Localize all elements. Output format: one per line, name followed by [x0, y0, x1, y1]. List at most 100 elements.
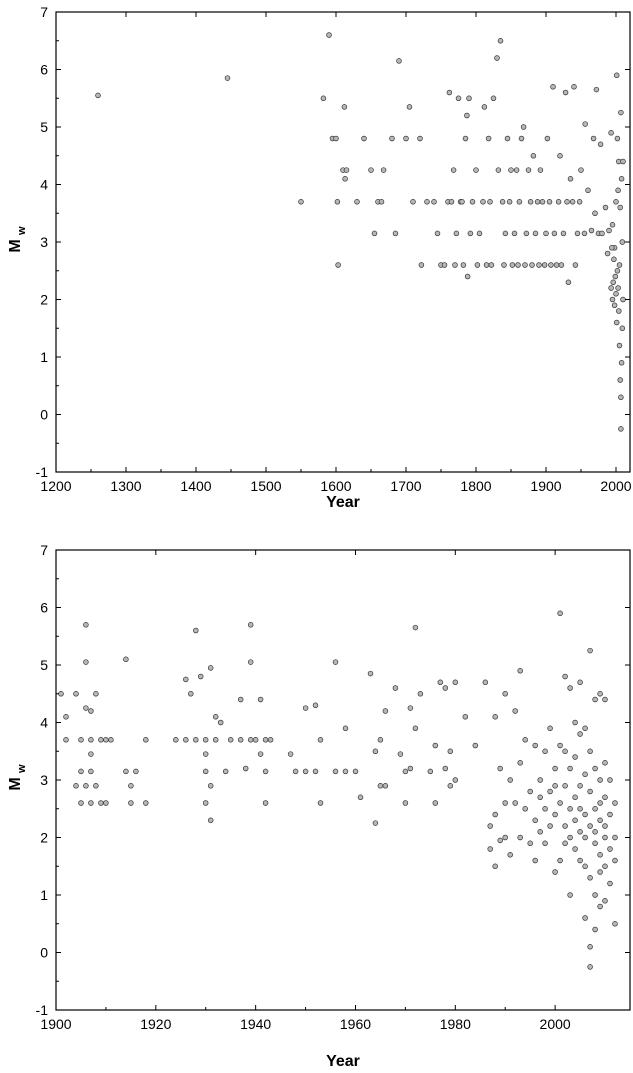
- x-axis-title: Year: [326, 1053, 360, 1070]
- data-point: [567, 834, 573, 841]
- data-point: [614, 268, 621, 274]
- y-axis-title-sub: w: [16, 764, 28, 774]
- x-tick-label: 1500: [250, 478, 281, 494]
- data-point: [504, 135, 511, 142]
- data-point: [487, 199, 493, 205]
- data-point: [482, 679, 489, 686]
- data-point: [587, 964, 593, 970]
- data-point: [597, 800, 603, 806]
- data-point: [572, 719, 578, 726]
- data-point: [207, 783, 214, 789]
- data-point: [407, 705, 414, 711]
- data-point: [502, 230, 509, 237]
- data-point: [320, 95, 327, 102]
- data-point: [497, 765, 503, 772]
- data-point: [335, 262, 341, 268]
- data-point: [406, 104, 413, 110]
- data-point: [517, 668, 523, 674]
- data-point: [587, 647, 593, 654]
- x-tick-label: 1900: [530, 478, 561, 494]
- data-point: [88, 751, 94, 757]
- data-point: [222, 768, 229, 775]
- data-point: [389, 135, 395, 142]
- data-point: [342, 176, 348, 182]
- data-point: [262, 737, 269, 743]
- data-point: [522, 262, 528, 268]
- data-point: [431, 199, 437, 205]
- data-point: [334, 199, 341, 205]
- data-point: [396, 58, 402, 64]
- data-point: [417, 691, 424, 697]
- data-point: [537, 829, 543, 835]
- data-point: [560, 230, 567, 237]
- data-point: [562, 89, 569, 96]
- data-point: [551, 230, 558, 237]
- data-point: [88, 708, 94, 714]
- data-point: [613, 199, 619, 205]
- data-point: [476, 230, 483, 237]
- data-point: [502, 800, 508, 806]
- data-point: [517, 834, 523, 841]
- data-points: [58, 610, 618, 970]
- data-point: [371, 230, 378, 237]
- top-scatter-panel: 1200 1300 1400 1500 1600 1700 1800 1900 2000 -1 0 1…: [7, 4, 632, 511]
- data-point: [597, 852, 603, 858]
- data-point: [571, 84, 577, 90]
- x-tick-label: 1700: [390, 478, 421, 494]
- data-point: [143, 737, 149, 743]
- data-point: [466, 95, 472, 102]
- data-point: [613, 291, 619, 297]
- data-point: [452, 777, 459, 783]
- data-point: [567, 765, 573, 772]
- data-point: [587, 875, 593, 881]
- data-point: [402, 800, 409, 806]
- y-tick-label: 3: [40, 234, 48, 250]
- data-point: [543, 230, 549, 237]
- data-point: [507, 852, 513, 858]
- x-tick-label: 1200: [40, 478, 71, 494]
- data-point: [547, 788, 553, 795]
- data-point: [572, 817, 578, 824]
- data-point: [612, 921, 618, 927]
- data-point: [562, 823, 568, 829]
- data-point: [552, 783, 558, 789]
- y-tick-label: 7: [40, 542, 48, 558]
- y-tick-label: 1: [40, 349, 48, 365]
- data-point: [488, 262, 495, 268]
- data-point: [354, 199, 360, 205]
- data-point: [502, 834, 508, 841]
- data-point: [536, 262, 542, 268]
- data-point: [98, 800, 104, 806]
- data-point: [407, 765, 414, 772]
- data-point: [202, 768, 209, 775]
- data-point: [467, 230, 474, 237]
- data-point: [143, 800, 149, 806]
- y-tick-label: 6: [40, 62, 48, 78]
- data-point: [452, 262, 458, 268]
- data-point: [63, 737, 69, 743]
- data-point: [537, 777, 543, 783]
- data-point: [367, 670, 374, 677]
- data-point: [562, 673, 568, 680]
- data-point: [247, 737, 254, 743]
- data-point: [83, 659, 89, 665]
- data-point: [567, 685, 573, 691]
- data-point: [342, 768, 349, 775]
- data-point: [577, 857, 583, 864]
- data-point: [529, 262, 535, 268]
- data-point: [565, 279, 572, 286]
- data-point: [532, 742, 538, 749]
- data-point: [606, 227, 612, 234]
- data-point: [502, 691, 508, 697]
- y-tick-label: 4: [40, 177, 48, 193]
- data-point: [442, 685, 449, 691]
- x-tick-label: 1960: [340, 1016, 371, 1032]
- data-point: [58, 691, 64, 697]
- x-axis-title: Year: [326, 494, 360, 511]
- data-point: [620, 158, 626, 165]
- data-point: [372, 748, 379, 755]
- data-point: [612, 834, 618, 841]
- y-tick-label: 4: [40, 715, 48, 731]
- data-point: [492, 811, 498, 818]
- data-point: [412, 624, 419, 631]
